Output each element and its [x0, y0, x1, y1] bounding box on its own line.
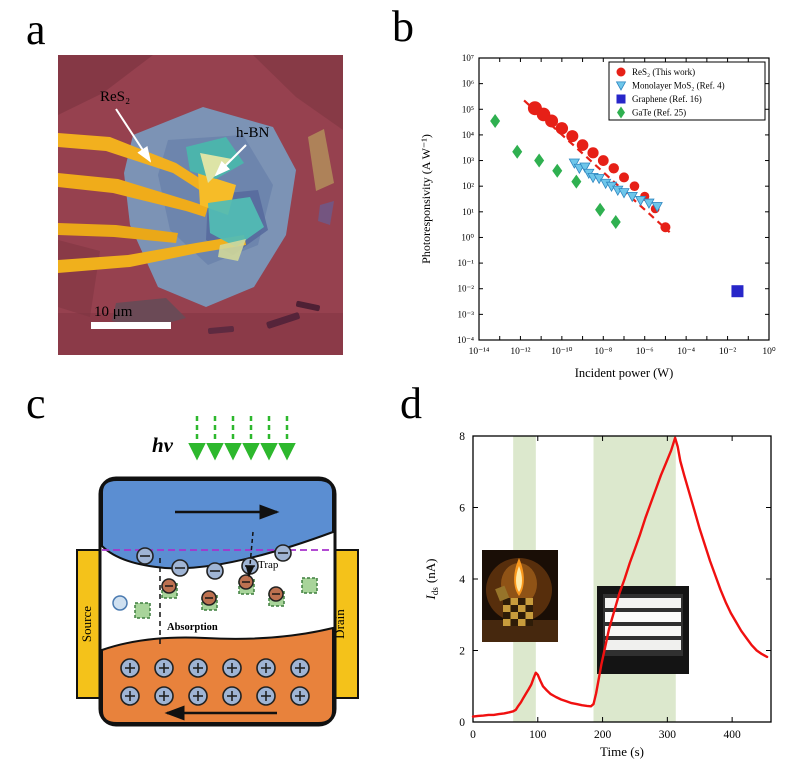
svg-text:6: 6 — [459, 503, 465, 515]
hbn-label: h-BN — [236, 125, 270, 141]
photon-hv-label: hν — [152, 433, 174, 457]
svg-text:10⁻⁸: 10⁻⁸ — [594, 347, 612, 357]
svg-text:10⁵: 10⁵ — [462, 104, 474, 114]
band-electrons — [136, 544, 292, 580]
b-x-axis-label: Incident power (W) — [575, 366, 674, 380]
svg-text:10⁻⁴: 10⁻⁴ — [457, 335, 474, 345]
svg-text:10⁰: 10⁰ — [461, 232, 474, 242]
svg-text:10⁻²: 10⁻² — [458, 284, 475, 294]
panel-label-d: d — [400, 379, 422, 428]
svg-text:2: 2 — [459, 646, 465, 658]
svg-text:10⁴: 10⁴ — [462, 130, 474, 140]
band-holes — [120, 658, 310, 706]
band-structure-schematic: hν Source Drain — [76, 416, 359, 727]
trapping-arrow — [245, 531, 255, 578]
scale-bar-label: 10 μm — [94, 304, 133, 320]
optical-microscope-image: ReS₂ h-BN 10 μm — [58, 55, 343, 355]
trap-states — [112, 574, 318, 619]
current-trace — [471, 436, 769, 718]
time-trace-chart: 0 100 200 300 400 0 2 4 6 8 — [423, 431, 772, 759]
lighter-checker — [503, 598, 533, 626]
svg-text:ReS₂ (This work): ReS₂ (This work) — [632, 67, 695, 77]
responsivity-chart: 10⁻¹⁴ 10⁻¹² 10⁻¹⁰ 10⁻⁸ 10⁻⁶ 10⁻⁴ 10⁻² 10⁰ 10⁻⁴ 10… — [419, 53, 776, 380]
panel-label-b: b — [392, 2, 414, 51]
svg-text:10⁻³: 10⁻³ — [458, 309, 475, 319]
svg-text:200: 200 — [594, 729, 612, 741]
svg-text:10¹: 10¹ — [462, 207, 474, 217]
panel-label-c: c — [26, 379, 46, 428]
svg-text:8: 8 — [459, 431, 465, 443]
svg-text:400: 400 — [724, 729, 742, 741]
svg-text:GaTe (Ref. 25): GaTe (Ref. 25) — [632, 108, 686, 118]
empty-state-circle — [112, 595, 128, 611]
panel-label-a: a — [26, 5, 46, 54]
svg-text:10⁶: 10⁶ — [462, 79, 474, 89]
b-y-axis-label: Photoresponsivity (A W⁻¹) — [419, 134, 433, 264]
flame-lighter-photo — [482, 550, 558, 642]
svg-text:0: 0 — [470, 729, 476, 741]
svg-text:10⁻¹⁰: 10⁻¹⁰ — [551, 346, 572, 357]
source-label: Source — [79, 606, 94, 642]
trap-label: Trap — [258, 559, 279, 571]
d-y-axis-label: Ids(nA) — [423, 559, 440, 601]
svg-text:100: 100 — [529, 729, 547, 741]
svg-text:300: 300 — [659, 729, 677, 741]
svg-text:10⁻¹²: 10⁻¹² — [510, 347, 530, 357]
svg-text:10⁰: 10⁰ — [762, 346, 776, 357]
scale-bar — [91, 322, 171, 329]
hbn-arrow — [214, 144, 247, 177]
responsivity-plot-area: 10⁻¹⁴ 10⁻¹² 10⁻¹⁰ 10⁻⁸ 10⁻⁶ 10⁻⁴ 10⁻² 10⁰ 10⁻⁴ 10… — [457, 53, 776, 357]
flame-inner — [516, 566, 522, 592]
svg-text:10³: 10³ — [462, 156, 474, 166]
conduction-band — [101, 479, 334, 570]
res2-arrow — [115, 108, 152, 163]
svg-text:10⁻¹⁴: 10⁻¹⁴ — [469, 347, 490, 357]
svg-text:10⁻⁴: 10⁻⁴ — [677, 347, 696, 357]
svg-text:10⁻¹: 10⁻¹ — [458, 258, 475, 268]
svg-text:10⁻⁶: 10⁻⁶ — [636, 347, 654, 357]
svg-text:10²: 10² — [462, 181, 474, 191]
svg-text:Monolayer MoS₂ (Ref. 4): Monolayer MoS₂ (Ref. 4) — [632, 81, 725, 91]
white-light-photo — [597, 586, 689, 674]
res2-label: ReS₂ — [100, 89, 130, 105]
svg-text:Graphene (Ref. 16): Graphene (Ref. 16) — [632, 94, 702, 104]
gold-electrodes — [58, 133, 246, 273]
photon-arrows — [188, 416, 296, 461]
svg-text:10⁻²: 10⁻² — [719, 347, 737, 357]
stray-flakes — [112, 129, 334, 334]
svg-text:10⁷: 10⁷ — [462, 53, 474, 63]
svg-text:4: 4 — [459, 574, 465, 586]
lighter-lid — [495, 585, 510, 602]
d-x-axis-label: Time (s) — [600, 744, 644, 759]
svg-text:0: 0 — [459, 717, 465, 729]
absorption-label: Absorption — [167, 622, 218, 633]
